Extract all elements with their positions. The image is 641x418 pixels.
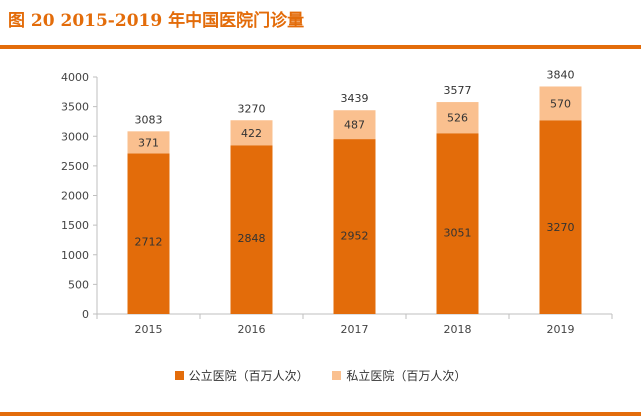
title-divider [0, 45, 641, 49]
chart-title: 图 20 2015-2019 年中国医院门诊量 [8, 11, 305, 31]
bar-label-private-2017: 487 [344, 119, 365, 132]
bar-label-public-2017: 2952 [341, 229, 369, 242]
bar-private-2018 [436, 102, 479, 134]
x-tick-label-2018: 2018 [444, 323, 472, 336]
y-tick-label-8: 4000 [61, 71, 89, 84]
legend-swatch-private [332, 371, 342, 380]
chart-legend: 公立医院（百万人次） 私立医院（百万人次） [0, 367, 641, 384]
bar-label-public-2016: 2848 [238, 232, 266, 245]
x-tick-label-2016: 2016 [238, 323, 266, 336]
bar-public-2018 [436, 133, 479, 314]
legend-label-public: 公立医院（百万人次） [188, 369, 309, 383]
y-tick-label-7: 3500 [61, 101, 89, 114]
bar-public-2015 [127, 153, 170, 314]
y-tick-label-3: 1500 [61, 219, 89, 232]
legend-item-private: 私立医院（百万人次） [332, 367, 466, 384]
y-tick-label-1: 500 [68, 278, 89, 291]
bar-label-private-2016: 422 [241, 127, 262, 140]
legend-label-private: 私立医院（百万人次） [346, 369, 467, 383]
bar-label-public-2018: 3051 [444, 227, 472, 240]
total-label-2018: 3577 [444, 84, 472, 97]
legend-swatch-public [174, 371, 184, 380]
x-tick-label-2017: 2017 [341, 323, 369, 336]
y-tick-label-6: 3000 [61, 130, 89, 143]
bar-private-2015 [127, 131, 170, 154]
bar-private-2019 [539, 86, 582, 121]
bar-private-2017 [333, 110, 376, 140]
total-label-2019: 3840 [547, 68, 575, 81]
bar-label-private-2018: 526 [447, 112, 468, 125]
y-tick-label-2: 1000 [61, 249, 89, 262]
total-label-2015: 3083 [135, 113, 163, 126]
legend-item-public: 公立医院（百万人次） [174, 367, 309, 384]
x-tick-label-2019: 2019 [547, 323, 575, 336]
bar-public-2016 [230, 145, 273, 314]
y-tick-label-4: 2000 [61, 190, 89, 203]
bar-label-public-2015: 2712 [135, 236, 163, 249]
bar-label-private-2019: 570 [550, 97, 571, 110]
bar-label-private-2015: 371 [138, 136, 159, 149]
total-label-2017: 3439 [341, 92, 369, 105]
y-tick-label-5: 2500 [61, 160, 89, 173]
bar-public-2017 [333, 139, 376, 314]
footer-divider [0, 412, 641, 416]
x-tick-label-2015: 2015 [135, 323, 163, 336]
bar-label-public-2019: 3270 [547, 221, 575, 234]
total-label-2016: 3270 [238, 102, 266, 115]
bar-public-2019 [539, 120, 582, 314]
bar-private-2016 [230, 120, 273, 146]
y-tick-label-0: 0 [82, 308, 89, 321]
